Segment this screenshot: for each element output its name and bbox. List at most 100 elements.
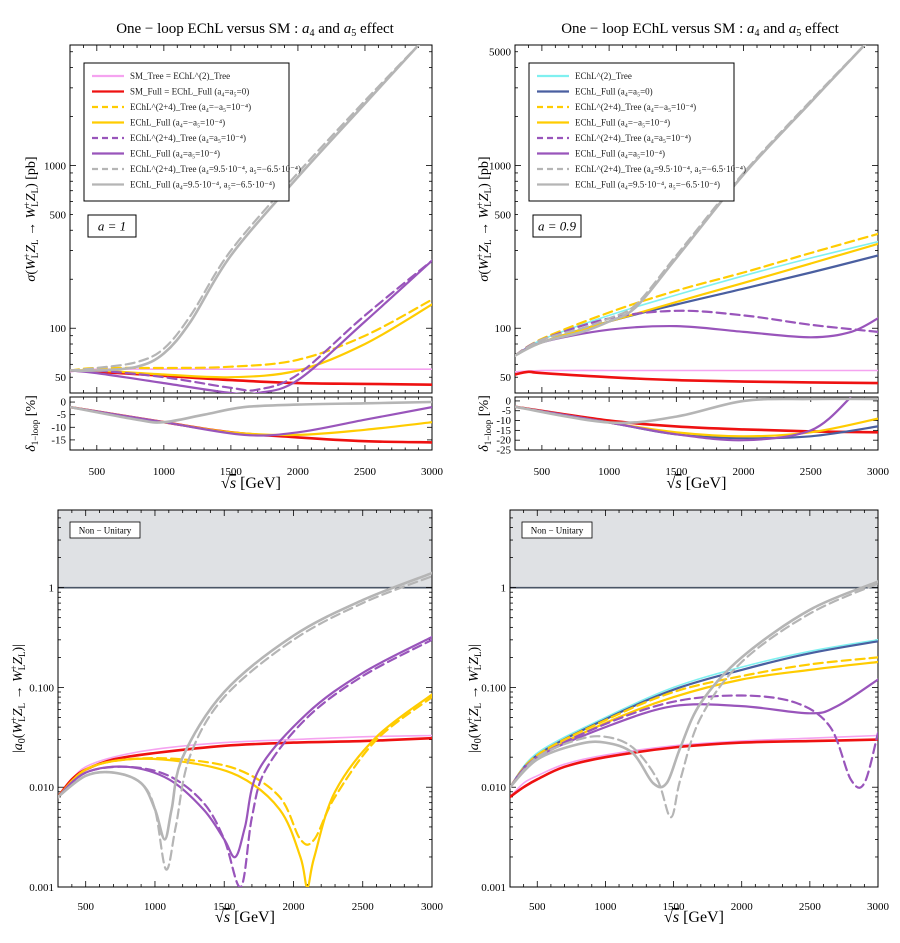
y-tick-label: 50: [500, 372, 512, 384]
y-axis-label: |a0(W+LZL → W+LZL)|: [9, 644, 28, 753]
x-tick-label: 2000: [287, 466, 310, 478]
series-line: [515, 45, 866, 357]
chart-title: One − loop EChL versus SM : a4 and a5 ef…: [561, 21, 839, 39]
legend-label: EChL_Full (a₄=a₅=0): [575, 87, 653, 97]
x-tick-label: 3000: [421, 466, 444, 478]
x-tick-label: 1000: [153, 466, 176, 478]
ratio-y-tick-label: -20: [496, 435, 511, 447]
series-line: [510, 580, 878, 789]
legend-label: EChL_Full (a₄=−a₅=10⁻⁴): [575, 118, 670, 128]
non-unitary-label: Non − Unitary: [79, 526, 132, 536]
legend-label: EChL^(2+4)_Tree (a₄=9.5·10⁻⁴, a₅=−6.5·10…: [575, 164, 746, 174]
x-tick-label: 1500: [665, 466, 688, 478]
ratio-y-axis-label: δ1−loop [%]: [477, 395, 493, 452]
y-axis-label: σ(W+LZL → W+LZL) [pb]: [475, 156, 493, 281]
y-tick-label: 1: [501, 583, 507, 595]
y-tick-label: 500: [495, 209, 512, 221]
plot-frame: [509, 509, 879, 888]
legend-label: EChL^(2+4)_Tree (a₄=9.5·10⁻⁴, a₅=−6.5·10…: [130, 164, 301, 174]
series-line: [70, 45, 420, 373]
x-tick-label: 1000: [144, 901, 167, 913]
ratio-y-axis-label: δ1−loop [%]: [24, 395, 40, 452]
plot-frame: [57, 509, 433, 888]
y-axis-label: σ(W+LZL → W+LZL) [pb]: [22, 156, 40, 281]
y-tick-label: 1000: [44, 160, 67, 172]
ratio-y-tick-label: -10: [51, 422, 66, 434]
x-tick-label: 2000: [733, 466, 756, 478]
y-tick-label: 100: [50, 323, 67, 335]
x-tick-label: 3000: [421, 901, 444, 913]
series-line: [70, 369, 432, 386]
x-axis-label: √s [GeV]: [667, 475, 727, 492]
legend-label: EChL^(2+4)_Tree (a₄=−a₅=10⁻⁴): [130, 102, 251, 112]
ratio-y-tick-label: -5: [502, 405, 512, 417]
panel-top-left: One − loop EChL versus SM : a4 and a5 ef…: [22, 21, 444, 492]
y-tick-label: 0.010: [29, 782, 54, 794]
x-tick-label: 1000: [594, 901, 617, 913]
ratio-series-line: [70, 406, 432, 437]
ratio-frame: [514, 396, 879, 451]
annotation-box: [87, 214, 137, 238]
annotation-box: [532, 214, 582, 238]
ratio-frame: [69, 396, 433, 451]
ratio-y-tick-label: -15: [496, 425, 511, 437]
legend-label: EChL^(2+4)_Tree (a₄=−a₅=10⁻⁴): [575, 102, 696, 112]
legend-label: EChL_Full (a₄=9.5·10⁻⁴, a₅=−6.5·10⁻⁴): [575, 180, 720, 190]
ratio-series-line: [70, 400, 432, 424]
y-tick-label: 0.100: [29, 682, 54, 694]
series-line: [510, 656, 878, 789]
y-tick-label: 0.100: [481, 682, 506, 694]
legend-label: SM_Tree = EChL^(2)_Tree: [130, 71, 230, 81]
legend-label: EChL_Full (a₄=9.5·10⁻⁴, a₅=−6.5·10⁻⁴): [130, 180, 275, 190]
x-tick-label: 1500: [220, 466, 243, 478]
y-tick-label: 500: [50, 209, 67, 221]
x-tick-label: 1500: [663, 901, 686, 913]
legend-label: EChL_Full (a₄=a₅=10⁻⁴): [575, 149, 665, 159]
ratio-y-tick-label: -15: [51, 434, 66, 446]
x-tick-label: 500: [534, 466, 551, 478]
x-tick-label: 500: [529, 901, 546, 913]
series-line: [510, 639, 878, 788]
legend-box: [528, 62, 735, 202]
x-tick-label: 2000: [282, 901, 305, 913]
legend-label: EChL_Full (a₄=a₅=10⁻⁴): [130, 149, 220, 159]
series-line: [515, 369, 878, 373]
y-tick-label: 0.010: [481, 782, 506, 794]
ratio-series-line: [515, 397, 878, 425]
series-line: [58, 693, 432, 887]
annotation-label: a = 1: [98, 219, 126, 234]
y-tick-label: 50: [55, 372, 67, 384]
y-tick-label: 0.001: [29, 882, 54, 894]
y-axis-label: |a0(W+LZL → W+LZL)|: [465, 644, 484, 753]
non-unitary-box: [521, 521, 593, 539]
legend-label: SM_Full = EChL_Full (a₄=a₅=0): [130, 87, 249, 97]
ratio-y-tick-label: 0: [506, 395, 512, 407]
x-tick-label: 500: [77, 901, 94, 913]
series-line: [58, 571, 432, 841]
x-tick-label: 500: [89, 466, 106, 478]
title-text: One − loop EChL versus SM :: [116, 21, 302, 37]
ratio-y-tick-label: 0: [61, 397, 67, 409]
ratio-y-tick-label: -25: [496, 445, 511, 457]
legend-label: EChL^(2+4)_Tree (a₄=a₅=10⁻⁴): [575, 133, 691, 143]
x-tick-label: 3000: [867, 901, 890, 913]
x-tick-label: 1500: [213, 901, 236, 913]
series-line: [510, 734, 878, 798]
x-tick-label: 2500: [354, 466, 377, 478]
legend-label: EChL^(2+4)_Tree (a₄=a₅=10⁻⁴): [130, 133, 246, 143]
series-line: [70, 45, 420, 372]
chart-title: One − loop EChL versus SM : a4 and a5 ef…: [116, 21, 394, 39]
x-tick-label: 2500: [352, 901, 375, 913]
series-line: [510, 694, 878, 789]
y-tick-label: 5000: [489, 47, 512, 59]
x-axis-label: √s [GeV]: [664, 909, 724, 926]
legend-box: [83, 62, 290, 202]
plot-frame: [514, 44, 879, 394]
ratio-y-tick-label: -10: [496, 415, 511, 427]
panel-top-right: One − loop EChL versus SM : a4 and a5 ef…: [475, 21, 890, 492]
legend-label: EChL_Full (a₄=−a₅=10⁻⁴): [130, 118, 225, 128]
series-line: [515, 370, 878, 385]
series-line: [510, 738, 878, 799]
